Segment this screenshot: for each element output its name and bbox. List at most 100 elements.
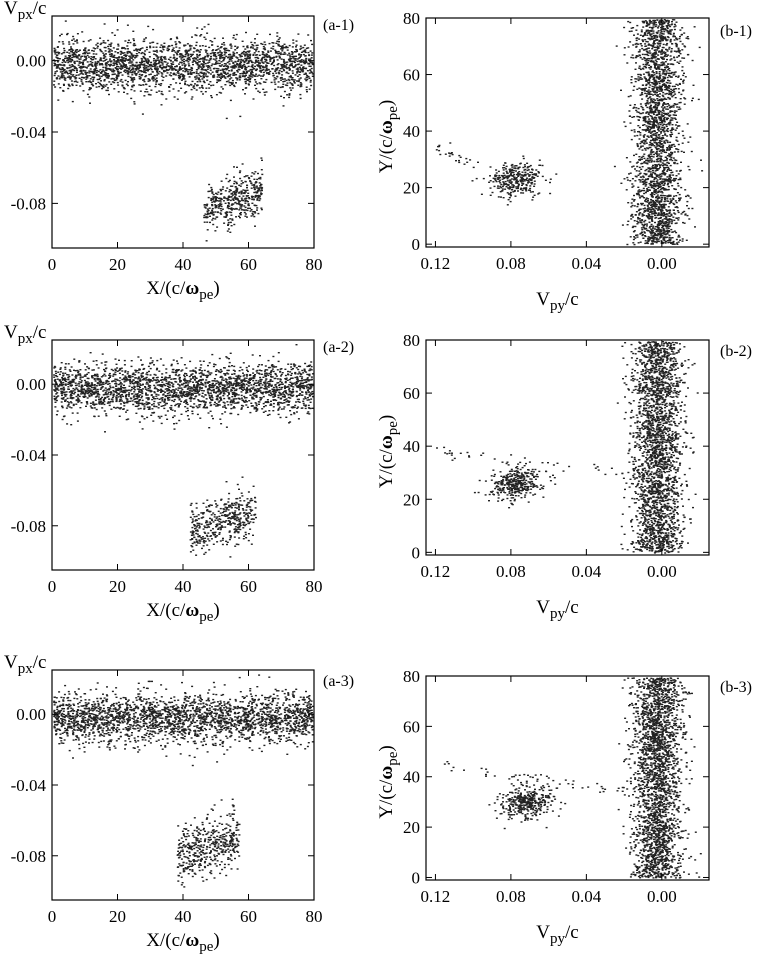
data-point (110, 53, 113, 55)
data-point (67, 60, 70, 62)
data-point (647, 103, 650, 105)
data-point (207, 196, 210, 199)
data-point (232, 208, 235, 210)
data-point (656, 159, 659, 161)
data-point (678, 106, 681, 108)
data-point (251, 172, 254, 174)
data-point (258, 74, 261, 76)
data-point (682, 221, 684, 224)
data-point (644, 20, 647, 22)
data-point (296, 58, 299, 60)
data-point (637, 125, 640, 127)
data-point (681, 130, 684, 132)
data-point (641, 166, 644, 168)
data-point (223, 57, 226, 60)
data-point (677, 151, 680, 153)
data-point (88, 75, 91, 77)
data-point (636, 144, 639, 146)
data-point (68, 75, 71, 77)
data-point (271, 42, 274, 44)
data-point (262, 81, 265, 83)
data-point (677, 76, 680, 78)
data-point (72, 38, 75, 40)
data-point (245, 79, 248, 81)
data-point (651, 109, 654, 111)
data-point (231, 66, 234, 68)
data-point (649, 232, 652, 234)
data-point (227, 223, 230, 225)
data-point (86, 52, 89, 55)
data-point (189, 71, 192, 73)
data-point (203, 81, 206, 84)
data-point (648, 239, 651, 241)
data-point (171, 49, 174, 51)
data-point (659, 220, 662, 222)
data-point (162, 45, 164, 48)
data-point (662, 212, 665, 214)
data-point (665, 92, 668, 95)
data-point (679, 197, 682, 199)
data-point (228, 81, 231, 84)
data-point (659, 157, 662, 159)
data-point (175, 46, 178, 48)
data-point (206, 79, 209, 81)
data-point (638, 38, 641, 40)
data-point (208, 65, 211, 68)
data-point (630, 82, 633, 84)
data-point (649, 215, 652, 218)
data-point (107, 39, 110, 42)
data-point (227, 75, 230, 78)
data-point (638, 138, 641, 140)
data-point (240, 180, 243, 182)
data-point (637, 186, 640, 188)
data-point (663, 126, 666, 128)
data-point (297, 33, 300, 35)
data-point (168, 48, 170, 51)
data-point (139, 77, 142, 79)
data-point (676, 206, 679, 209)
data-point (673, 73, 676, 75)
data-point (679, 177, 682, 179)
data-point (184, 64, 187, 66)
data-point (92, 53, 95, 55)
data-point (662, 222, 665, 225)
data-point (127, 70, 130, 73)
data-point (656, 45, 659, 47)
data-point (108, 60, 111, 62)
data-point (242, 189, 245, 191)
data-point (301, 67, 304, 69)
data-point (658, 100, 661, 102)
data-point (244, 67, 247, 70)
data-point (646, 189, 649, 191)
data-point (245, 175, 247, 177)
data-point (670, 51, 673, 53)
data-point (663, 76, 666, 78)
data-point (651, 117, 654, 119)
data-point (123, 59, 126, 61)
data-point (256, 198, 259, 200)
data-point (111, 32, 114, 34)
data-point (105, 73, 108, 75)
data-point (113, 60, 116, 62)
data-point (227, 204, 229, 207)
data-point (667, 68, 670, 71)
data-point (686, 54, 689, 56)
data-point (113, 62, 116, 65)
data-point (663, 184, 666, 186)
data-point (648, 107, 651, 110)
data-point (663, 238, 666, 240)
data-point (653, 134, 656, 136)
data-point (254, 171, 257, 173)
data-point (164, 61, 167, 63)
data-point (652, 74, 655, 77)
data-point (283, 80, 286, 82)
data-point (686, 36, 689, 38)
data-point (638, 217, 641, 220)
data-point (144, 65, 146, 67)
data-point (219, 188, 222, 191)
data-point (259, 190, 262, 192)
data-point (208, 190, 211, 192)
data-point (204, 69, 207, 71)
data-point (122, 57, 125, 60)
data-point (79, 70, 82, 72)
